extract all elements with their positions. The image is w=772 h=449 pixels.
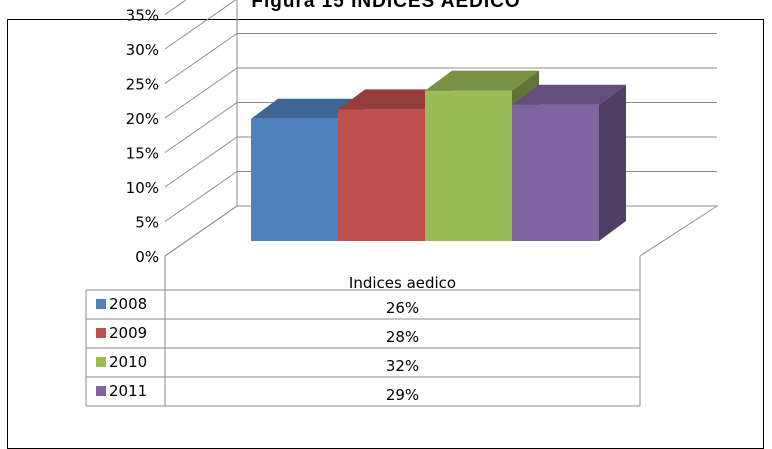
bar-top <box>512 84 626 105</box>
bar-front <box>251 118 338 241</box>
bar-top <box>338 89 452 110</box>
legend-label: 2011 <box>109 382 147 400</box>
bar-front <box>338 109 425 242</box>
bar-front <box>425 90 512 241</box>
bar-front <box>512 104 599 241</box>
side-gridline <box>164 67 238 119</box>
side-gridline <box>164 0 187 15</box>
side-gridline <box>164 0 237 50</box>
y-tick-label: 35% <box>126 7 159 25</box>
y-tick-label: 10% <box>126 179 159 197</box>
bar-top <box>425 70 539 91</box>
y-axis-ticks: 0% 5% 10% 15% 20% 25% 30% 35% <box>126 7 159 267</box>
figure-title: Figura 15 INDICES AEDICO <box>251 0 521 12</box>
y-tick-label: 5% <box>135 214 159 232</box>
legend-label: 2010 <box>109 353 147 371</box>
legend-label: 2008 <box>109 295 147 313</box>
side-gridline <box>164 102 238 153</box>
chart: 0% 5% 10% 15% 20% 25% 30% 35% Indices aedico 200… <box>85 0 719 407</box>
legend-label: 2009 <box>109 324 147 342</box>
data-label: 29% <box>386 386 419 404</box>
bar-top <box>251 98 365 119</box>
legend-swatch <box>96 357 106 367</box>
y-tick-label: 25% <box>126 76 159 94</box>
legend-swatch <box>96 328 106 338</box>
y-tick-label: 30% <box>126 41 159 59</box>
bars <box>251 70 626 242</box>
legend-swatch <box>96 299 106 309</box>
legend-swatch <box>96 386 106 396</box>
data-label: 28% <box>386 328 419 346</box>
bar-2011 <box>512 84 626 241</box>
bar-side <box>599 84 626 241</box>
side-gridline <box>164 136 238 188</box>
side-gridline <box>164 33 238 84</box>
y-tick-label: 0% <box>135 248 159 266</box>
data-label: 26% <box>386 299 419 317</box>
y-tick-label: 20% <box>126 110 159 128</box>
table-header: Indices aedico <box>349 274 456 292</box>
side-gridline <box>164 171 238 222</box>
data-table: Indices aedico 2008 26% 2009 28% 2010 32% 2011 2… <box>85 256 641 407</box>
y-tick-label: 15% <box>126 145 159 163</box>
data-label: 32% <box>386 357 419 375</box>
